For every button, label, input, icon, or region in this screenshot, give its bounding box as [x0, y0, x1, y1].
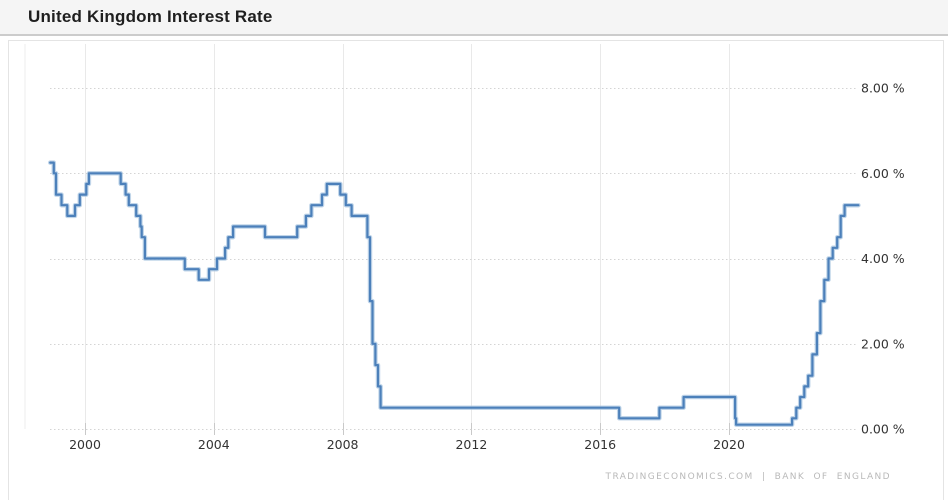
rate-line [49, 161, 860, 426]
x-axis-tick-label: 2004 [198, 437, 230, 452]
x-axis-tick-label: 2016 [584, 437, 616, 452]
y-axis-tick-label: 8.00 % [861, 81, 905, 96]
x-axis-tick-label: 2012 [455, 437, 487, 452]
x-axis-tick-label: 2008 [327, 437, 359, 452]
vertical-gridlines [24, 44, 730, 435]
y-axis-tick-label: 4.00 % [861, 251, 905, 266]
x-axis-labels: 2000 2004 2008 2012 2016 2020 [69, 437, 745, 452]
x-axis-tick-label: 2000 [69, 437, 101, 452]
x-axis-tick-label: 2020 [713, 437, 745, 452]
y-axis-tick-label: 0.00 % [861, 422, 905, 437]
rate-line-halo [47, 160, 861, 427]
page-title: United Kingdom Interest Rate [28, 7, 273, 26]
y-axis-tick-label: 2.00 % [861, 336, 905, 351]
chart-title-bar: United Kingdom Interest Rate [0, 0, 948, 36]
attribution-source-link[interactable]: TRADINGECONOMICS.COM | BANK OF ENGLAND [605, 472, 891, 482]
y-axis-tick-label: 6.00 % [861, 166, 905, 181]
y-axis-labels: 8.00 % 6.00 % 4.00 % 2.00 % 0.00 % [861, 81, 905, 437]
rate-step-line [47, 160, 861, 427]
